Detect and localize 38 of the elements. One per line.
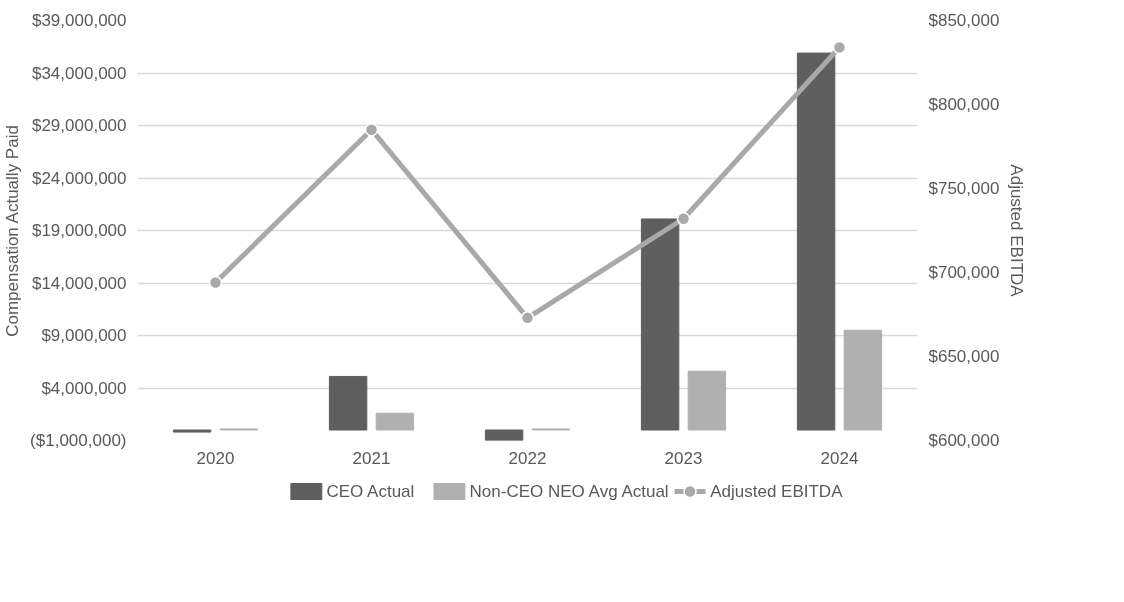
y-axis-title: Compensation Actually Paid: [3, 125, 23, 337]
y2-tick-label: $650,000: [928, 347, 1000, 366]
bar: [640, 218, 680, 431]
y2-tick-label: $800,000: [928, 95, 1000, 114]
y2-tick-label: $850,000: [928, 11, 1000, 30]
y-tick-label: ($1,000,000): [30, 431, 127, 450]
x-tick-label: 2021: [352, 448, 391, 468]
y2-tick-label: $750,000: [928, 179, 1000, 198]
bar: [328, 375, 368, 431]
legend-label: Adjusted EBITDA: [710, 482, 844, 501]
bar: [172, 429, 212, 433]
y-tick-label: $4,000,000: [41, 378, 127, 398]
x-tick-label: 2024: [820, 448, 859, 468]
x-tick-label: 2022: [508, 448, 547, 468]
point: [520, 311, 535, 325]
legend-label: Non-CEO NEO Avg Actual: [469, 482, 669, 501]
x-tick-label: 2020: [196, 448, 235, 468]
legend-label: CEO Actual: [326, 482, 415, 501]
y2-axis-title: Adjusted EBITDA: [1007, 164, 1027, 298]
y2-tick-label: $600,000: [928, 431, 1000, 450]
y2-tick-label: $700,000: [928, 263, 1000, 282]
point: [364, 122, 379, 137]
x-tick-label: 2023: [664, 448, 703, 468]
bar: [796, 52, 836, 431]
bar: [484, 429, 524, 441]
bar: [375, 412, 415, 431]
bar: [843, 329, 883, 431]
point: [676, 212, 691, 226]
y-tick-label: $14,000,000: [31, 273, 127, 293]
y-tick-label: $19,000,000: [31, 221, 127, 240]
y-tick-label: $34,000,000: [31, 63, 127, 83]
y-tick-label: $9,000,000: [41, 326, 127, 345]
bar: [687, 370, 727, 431]
point: [832, 40, 847, 55]
point: [208, 275, 223, 290]
y-tick-label: $39,000,000: [31, 11, 127, 30]
y-tick-label: $24,000,000: [31, 168, 127, 188]
y-tick-label: $29,000,000: [31, 116, 127, 135]
